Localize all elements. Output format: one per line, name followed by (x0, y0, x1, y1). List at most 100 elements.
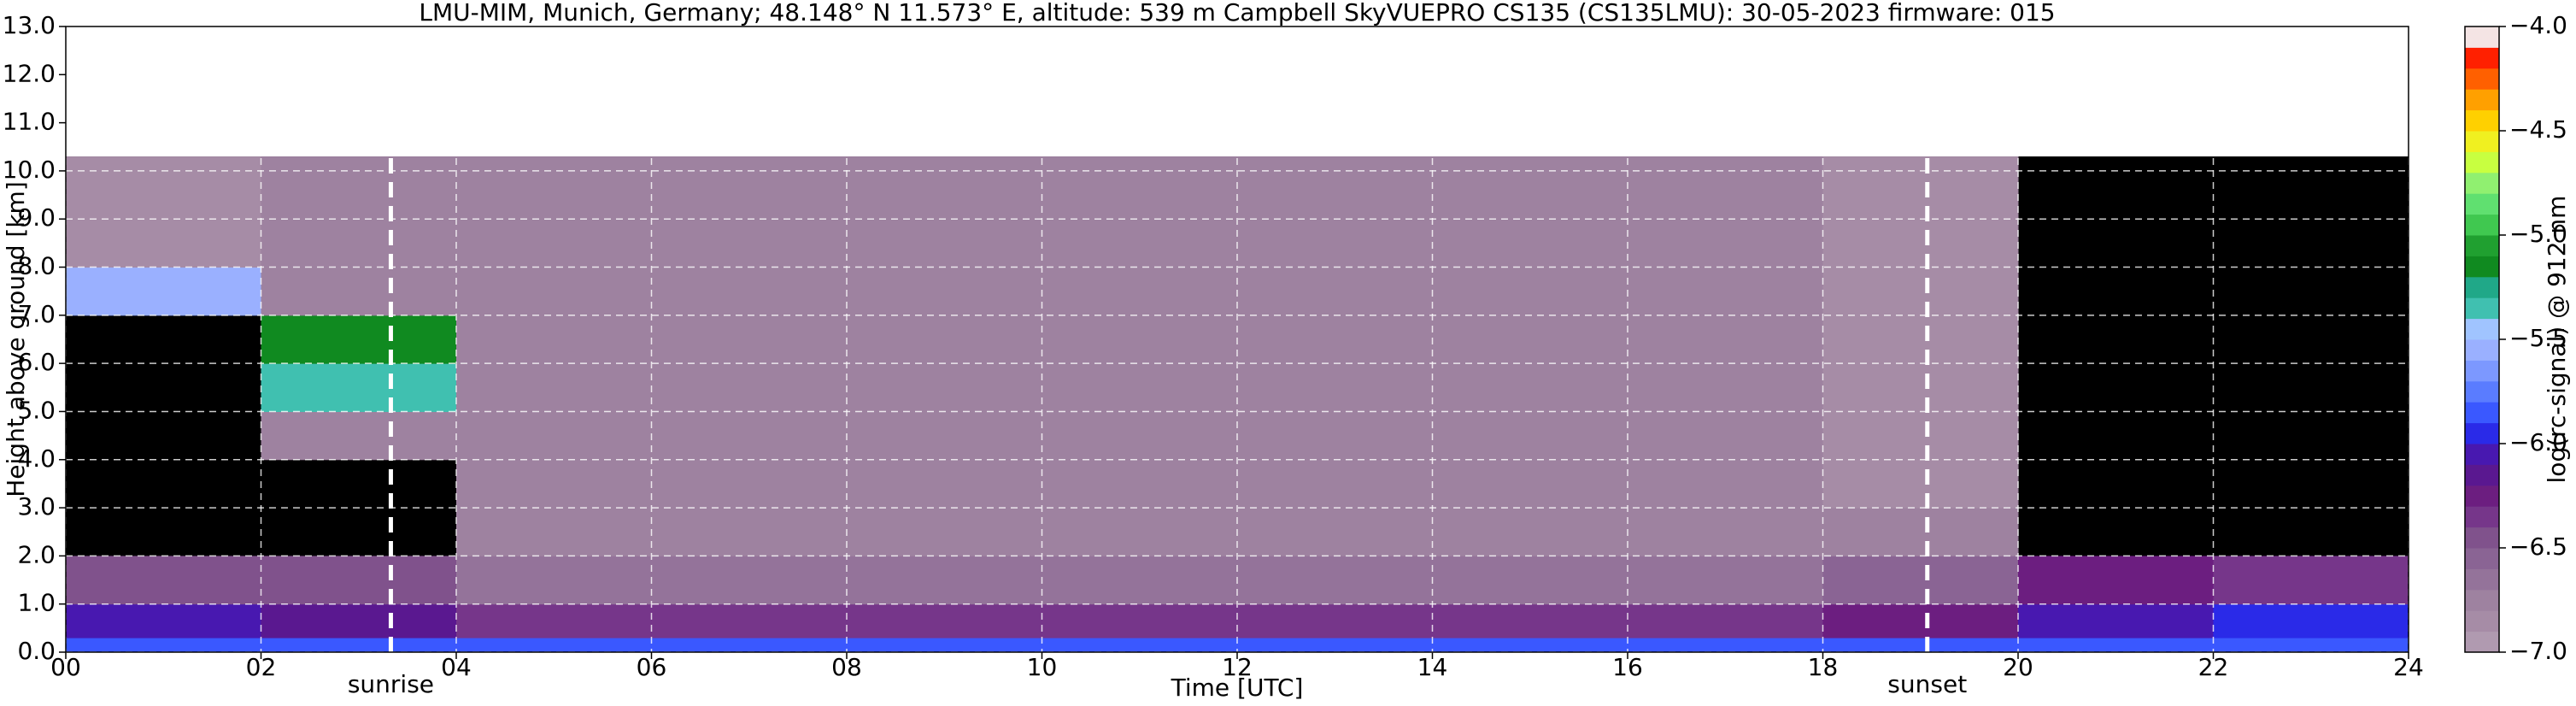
heatmap-cell (261, 411, 457, 461)
heatmap-cell (1042, 363, 1238, 412)
heatmap-cell (1237, 219, 1433, 268)
heatmap-cell (1822, 156, 2019, 220)
y-tick-label: 6.0 (17, 348, 56, 376)
heatmap-cell (651, 459, 848, 509)
x-tick-label: 18 (1808, 653, 1839, 681)
heatmap-cell (1822, 411, 2019, 461)
heatmap-cell (261, 603, 457, 638)
annotation-label: sunrise (348, 670, 434, 698)
heatmap-cell (1042, 459, 1238, 509)
heatmap-cell (1237, 638, 1433, 653)
heatmap-cell (1822, 219, 2019, 268)
colorbar-band (2465, 214, 2499, 236)
colorbar-band (2465, 256, 2499, 278)
chart-title: LMU-MIM, Munich, Germany; 48.148° N 11.5… (419, 0, 2055, 26)
heatmap-cell (651, 219, 848, 268)
x-axis-label: Time [UTC] (1171, 674, 1304, 702)
heatmap-cell (1628, 603, 1823, 638)
colorbar-band (2465, 444, 2499, 465)
heatmap-cell (651, 556, 848, 605)
colorbar-band (2465, 297, 2499, 320)
heatmap-cell (66, 267, 261, 316)
heatmap-cell (1042, 508, 1238, 556)
x-tick-label: 24 (2393, 653, 2424, 681)
x-tick-label: 12 (1222, 653, 1253, 681)
heatmap-cell (1432, 508, 1628, 556)
heatmap-cell (1628, 411, 1823, 461)
heatmap-cell (1432, 315, 1628, 364)
colorbar-band (2465, 548, 2499, 569)
heatmap-cell (261, 363, 457, 412)
y-tick-label: 13.0 (3, 11, 56, 39)
heatmap-cell (651, 603, 848, 638)
colorbar-band (2465, 589, 2499, 611)
heatmap-cell (1822, 603, 2019, 638)
heatmap-cell (1628, 315, 1823, 364)
heatmap-cell (651, 638, 848, 653)
colorbar-band (2465, 527, 2499, 549)
colorbar-band (2465, 26, 2499, 48)
heatmap-cell (1432, 267, 1628, 316)
heatmap-cell (1628, 508, 1823, 556)
heatmap-cell (1237, 508, 1433, 556)
colorbar-band (2465, 485, 2499, 507)
heatmap-cell (1822, 315, 2019, 364)
x-tick-label: 22 (2198, 653, 2229, 681)
heatmap-cell (66, 556, 261, 605)
y-tick-label: 3.0 (17, 492, 56, 521)
plot-frame (65, 26, 2409, 653)
x-tick-label: 00 (50, 653, 81, 681)
colorbar-tick-label: −4.0 (2509, 11, 2567, 39)
heatmap-cell (1432, 219, 1628, 268)
heatmap-cell (456, 508, 652, 556)
y-tick-label: 10.0 (3, 156, 56, 184)
heatmap-cell (1822, 363, 2019, 412)
y-tick-label: 0.0 (17, 637, 56, 665)
heatmap-cell (1042, 219, 1238, 268)
colorbar-tick-label: −5.0 (2509, 220, 2567, 248)
heatmap-cell (261, 556, 457, 605)
colorbar-band (2465, 131, 2499, 152)
heatmap-cell (456, 219, 652, 268)
heatmap-cell (261, 219, 457, 268)
colorbar-band (2465, 610, 2499, 632)
colorbar-band (2465, 360, 2499, 382)
heatmap-cell (1237, 315, 1433, 364)
heatmap-cell (1237, 603, 1433, 638)
heatmap-cell (1042, 267, 1238, 316)
x-tick-label: 08 (831, 653, 862, 681)
heatmap-cell (1628, 459, 1823, 509)
heatmap-cell (1628, 638, 1823, 653)
y-tick-label: 8.0 (17, 252, 56, 280)
heatmap-cell (847, 267, 1042, 316)
x-tick-label: 02 (246, 653, 277, 681)
colorbar-band (2465, 276, 2499, 298)
heatmap-cell (1822, 459, 2019, 509)
y-tick-label: 1.0 (17, 589, 56, 617)
heatmap-cell (847, 556, 1042, 605)
x-tick-label: 16 (1612, 653, 1643, 681)
y-tick-label: 11.0 (3, 108, 56, 136)
colorbar-band (2465, 631, 2499, 653)
heatmap-cell (1042, 638, 1238, 653)
heatmap-cell (261, 315, 457, 364)
y-tick-label: 5.0 (17, 396, 56, 424)
colorbar-tick-label: −6.0 (2509, 428, 2567, 456)
heatmap-cell (847, 411, 1042, 461)
heatmap-cell (1237, 363, 1433, 412)
colorbar-band (2465, 193, 2499, 215)
heatmap-cell (1432, 638, 1628, 653)
heatmap-cell (1237, 459, 1433, 509)
heatmap-cell (1628, 156, 1823, 220)
heatmap-cell (456, 156, 652, 220)
heatmap-cell (1628, 219, 1823, 268)
heatmap-cell (1042, 156, 1238, 220)
colorbar-band (2465, 318, 2499, 340)
heatmap-cell (1237, 556, 1433, 605)
heatmap-cell (651, 363, 848, 412)
colorbar-band (2465, 568, 2499, 591)
heatmap-cell (1237, 267, 1433, 316)
y-tick-label: 2.0 (17, 540, 56, 568)
x-tick-label: 10 (1027, 653, 1058, 681)
